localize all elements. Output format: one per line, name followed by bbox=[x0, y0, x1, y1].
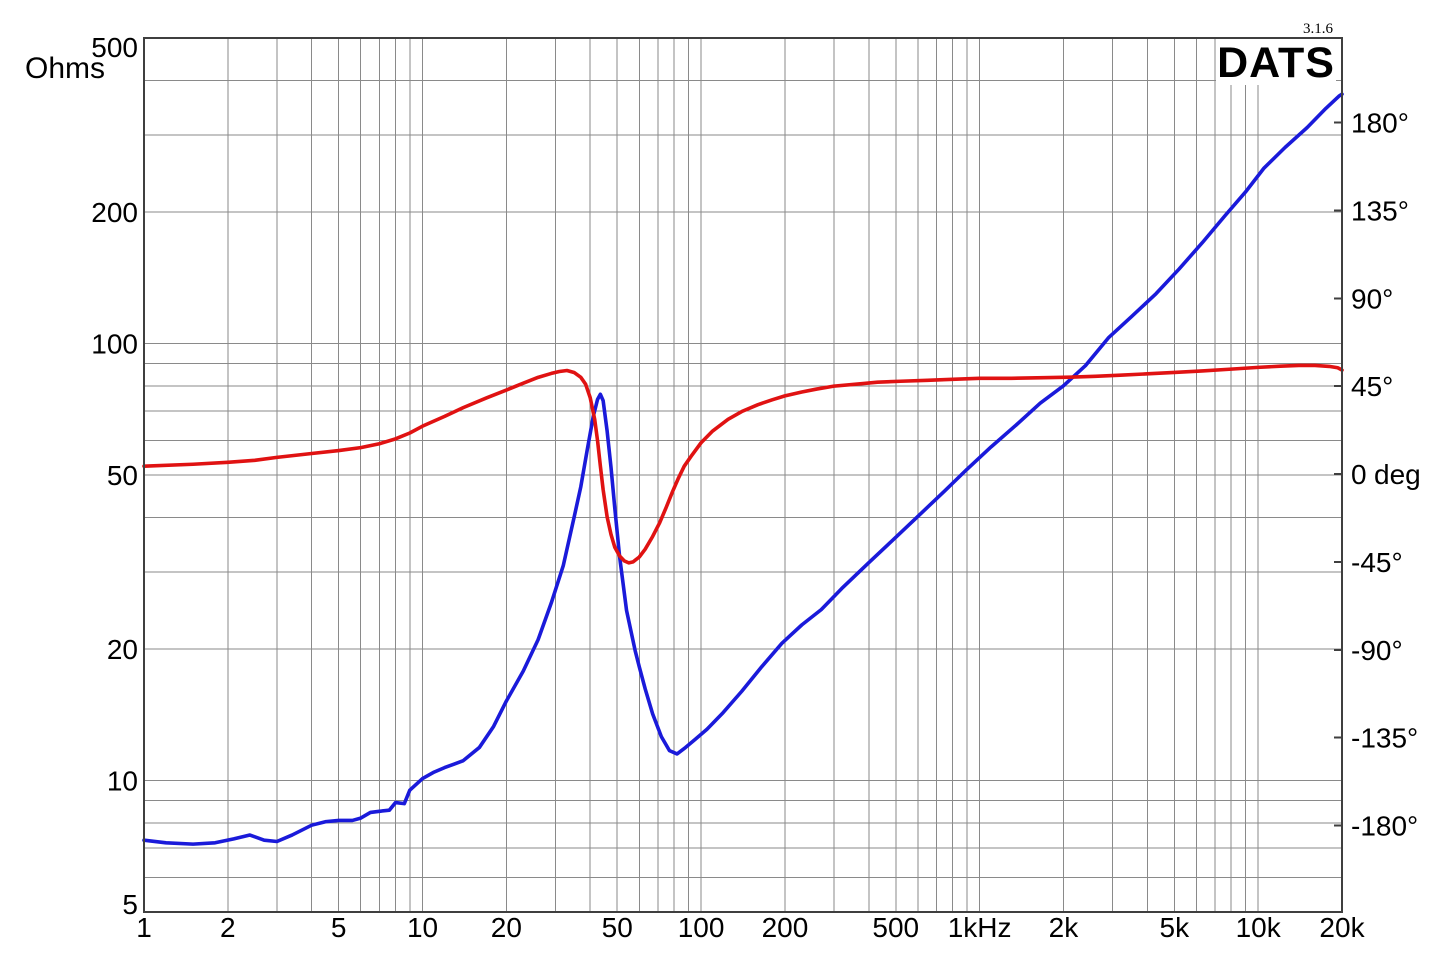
ohms-tick-label: 50 bbox=[107, 460, 138, 491]
x-axis-tick-label: 2k bbox=[1049, 912, 1080, 943]
ohms-tick-label: 100 bbox=[91, 328, 138, 359]
x-axis-tick-label: 500 bbox=[872, 912, 919, 943]
phase-tick-label: 135° bbox=[1351, 195, 1409, 226]
x-axis-tick-label: 1kHz bbox=[948, 912, 1012, 943]
ohms-tick-label: 10 bbox=[107, 765, 138, 796]
ohms-tick-label: 5 bbox=[122, 889, 138, 920]
ohms-tick-label: 20 bbox=[107, 634, 138, 665]
x-axis-tick-label: 100 bbox=[678, 912, 725, 943]
x-axis-tick-label: 2 bbox=[220, 912, 236, 943]
x-axis-tick-label: 5k bbox=[1160, 912, 1191, 943]
x-axis-tick-label: 200 bbox=[762, 912, 809, 943]
phase-tick-label: -45° bbox=[1351, 547, 1403, 578]
x-axis-tick-label: 50 bbox=[602, 912, 633, 943]
phase-tick-label: 90° bbox=[1351, 283, 1393, 314]
grid-layer bbox=[143, 37, 1343, 913]
phase-tick-label: 0 bbox=[1351, 459, 1367, 490]
x-axis-tick-label: 1 bbox=[136, 912, 152, 943]
tick-label-layer: 1 2 5 10 20 50 100 200 500 1kHz 2k 5k 10k 20k50020010… bbox=[91, 32, 1418, 943]
x-axis-tick-label: 10k bbox=[1236, 912, 1282, 943]
frame-layer bbox=[143, 37, 1343, 913]
curves-layer bbox=[142, 92, 1344, 846]
phase-tick-label: -180° bbox=[1351, 811, 1418, 842]
phase-tick-label: 180° bbox=[1351, 108, 1409, 139]
phase-tick-label: -135° bbox=[1351, 723, 1418, 754]
x-axis-tick-label: 10 bbox=[407, 912, 438, 943]
ohms-tick-label: 200 bbox=[91, 197, 138, 228]
phase-tick-label: 45° bbox=[1351, 371, 1393, 402]
impedance-curve bbox=[142, 92, 1344, 846]
app-version-label: 3.1.6 bbox=[1303, 21, 1334, 37]
phase-tick-label: -90° bbox=[1351, 635, 1403, 666]
x-axis-tick-label: 20k bbox=[1319, 912, 1365, 943]
x-axis-tick-label: 20 bbox=[491, 912, 522, 943]
phase-unit-label: deg bbox=[1374, 459, 1421, 490]
dats-logo: DATS bbox=[1217, 39, 1335, 87]
ohms-axis-label: Ohms bbox=[25, 52, 105, 85]
x-axis-tick-label: 5 bbox=[331, 912, 347, 943]
logo-background bbox=[1216, 39, 1336, 85]
ohms-tick-label: 500 bbox=[91, 32, 138, 63]
phase-curve bbox=[142, 363, 1344, 565]
